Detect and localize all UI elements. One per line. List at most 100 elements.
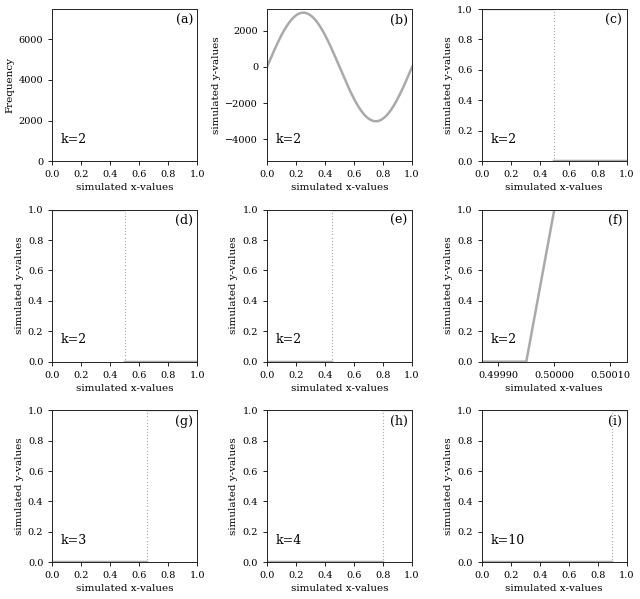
Text: (h): (h) (390, 415, 408, 428)
Point (607, 495, 618, 505)
Point (378, 501, 388, 511)
Point (378, 452, 388, 462)
Point (607, 458, 618, 468)
Point (607, 437, 618, 446)
Point (549, 63, 559, 73)
Point (141, 433, 152, 443)
Point (120, 264, 130, 273)
Point (607, 406, 618, 415)
Point (549, 4, 559, 14)
Point (378, 533, 388, 542)
Point (141, 542, 152, 552)
Point (607, 548, 618, 558)
Point (120, 276, 130, 286)
Point (549, 135, 559, 144)
Point (120, 357, 130, 367)
Point (120, 214, 130, 224)
Point (120, 332, 130, 341)
Point (607, 545, 618, 555)
Point (120, 273, 130, 283)
Point (120, 329, 130, 338)
Point (549, 29, 559, 39)
Point (327, 270, 337, 280)
Point (607, 474, 618, 483)
Point (607, 527, 618, 536)
Point (327, 267, 337, 277)
Point (120, 341, 130, 351)
Point (607, 443, 618, 452)
Point (141, 455, 152, 465)
Point (120, 313, 130, 323)
Point (120, 223, 130, 233)
Point (378, 486, 388, 496)
Point (378, 409, 388, 418)
Point (327, 310, 337, 320)
Point (378, 539, 388, 549)
Point (549, 153, 559, 163)
Point (607, 517, 618, 527)
Point (378, 480, 388, 489)
Point (607, 533, 618, 542)
Point (549, 104, 559, 113)
Point (549, 51, 559, 60)
Point (141, 443, 152, 452)
Point (549, 78, 559, 88)
Point (378, 558, 388, 567)
Point (549, 107, 559, 116)
Point (327, 335, 337, 345)
Text: k=3: k=3 (61, 534, 87, 547)
X-axis label: simulated x-values: simulated x-values (76, 384, 173, 393)
Point (378, 406, 388, 415)
Point (549, 150, 559, 160)
Point (327, 332, 337, 341)
Point (607, 551, 618, 561)
Point (607, 412, 618, 421)
Point (378, 421, 388, 431)
Point (327, 289, 337, 298)
Point (141, 483, 152, 492)
Point (120, 282, 130, 292)
Point (120, 338, 130, 348)
Point (549, 14, 559, 23)
Point (141, 412, 152, 421)
Y-axis label: simulated y-values: simulated y-values (229, 237, 238, 334)
Point (141, 449, 152, 458)
Point (120, 354, 130, 364)
Point (607, 467, 618, 477)
Point (141, 545, 152, 555)
Point (607, 449, 618, 458)
Point (327, 282, 337, 292)
Point (607, 464, 618, 474)
Text: k=2: k=2 (490, 133, 516, 146)
Point (141, 492, 152, 502)
X-axis label: simulated x-values: simulated x-values (291, 585, 388, 594)
Point (549, 110, 559, 119)
Point (607, 524, 618, 533)
Point (120, 344, 130, 354)
Point (120, 229, 130, 239)
Point (120, 245, 130, 255)
Point (607, 415, 618, 424)
Point (549, 32, 559, 42)
Point (378, 536, 388, 545)
Point (607, 471, 618, 480)
Point (378, 548, 388, 558)
Point (141, 406, 152, 415)
Point (120, 236, 130, 246)
Y-axis label: simulated y-values: simulated y-values (444, 237, 453, 334)
Point (607, 530, 618, 539)
Point (378, 443, 388, 452)
Point (607, 421, 618, 431)
X-axis label: simulated x-values: simulated x-values (76, 183, 173, 192)
Point (378, 505, 388, 515)
Point (120, 255, 130, 264)
Point (378, 430, 388, 440)
Point (327, 279, 337, 289)
Point (327, 223, 337, 233)
Point (378, 551, 388, 561)
Text: (f): (f) (608, 214, 622, 227)
Text: k=2: k=2 (276, 133, 302, 146)
Point (327, 347, 337, 357)
Point (549, 116, 559, 126)
Point (141, 418, 152, 428)
